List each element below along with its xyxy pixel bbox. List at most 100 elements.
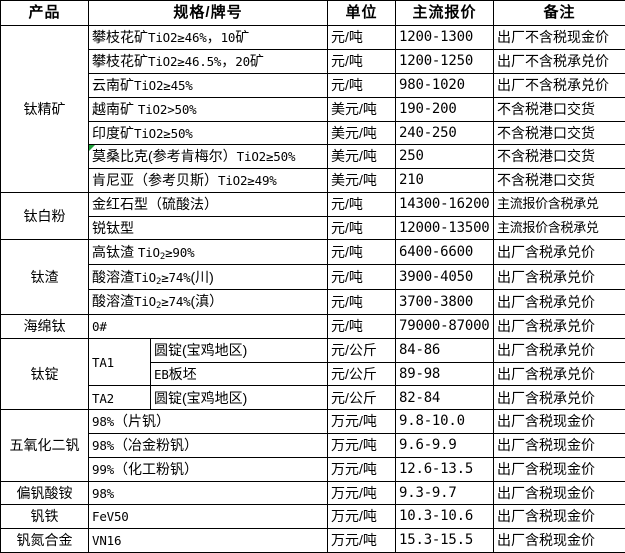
unit-cell: 元/吨	[327, 72, 397, 98]
table-row: 锐钛型 元/吨 12000-13500 主流报价含税承兑	[1, 215, 625, 241]
remark-cell: 出厂含税承兑价	[493, 264, 625, 291]
remark-cell: 主流报价含税承兑	[493, 215, 625, 241]
remark-cell: 出厂含税承兑价	[493, 385, 625, 411]
unit-cell: 元/吨	[327, 25, 397, 51]
table-row: 海绵钛 0# 元/吨 79000-87000 出厂含税承兑价	[0, 314, 625, 339]
unit-cell: 美元/吨	[327, 168, 397, 193]
remark-cell: 不含税港口交货	[493, 120, 625, 146]
header-cell-product: 产品	[0, 0, 89, 27]
price-cell: 190-200	[395, 96, 495, 122]
header-cell-unit: 单位	[327, 0, 397, 27]
spec-cell: 98%	[87, 480, 329, 506]
remark-cell: 出厂含税现金价	[493, 433, 625, 458]
unit-cell: 元/公斤	[327, 385, 397, 411]
spec-cell: 莫桑比克(参考肯梅尔）TiO2≥50%	[87, 144, 329, 170]
table-row: 印度矿TiO2≥50% 美元/吨 240-250 不含税港口交货	[1, 120, 625, 146]
price-cell: 79000-87000	[395, 314, 495, 339]
price-cell: 89-98	[395, 361, 495, 387]
table-row: 五氧化二钒 98%（片钒） 万元/吨 9.8-10.0 出厂含税现金价	[0, 409, 625, 482]
spec-cell: VN16	[87, 528, 329, 553]
remark-cell: 出厂含税现金价	[493, 504, 625, 530]
spec-cell: 云南矿TiO2≥45%	[87, 72, 329, 98]
grade-cell: TA2	[88, 385, 151, 411]
price-cell: 82-84	[395, 385, 495, 411]
header-cell-price: 主流报价	[395, 0, 495, 27]
price-cell: 12.6-13.5	[395, 456, 495, 482]
price-cell: 84-86	[395, 337, 495, 363]
header-cell-spec: 规格/牌号	[87, 0, 329, 27]
spec-cell: 酸溶渣TiO2≥74%(滇）	[87, 289, 329, 316]
spec-cell: 锐钛型	[87, 215, 329, 241]
table-row: 99%（化工粉钒） 万元/吨 12.6-13.5 出厂含税现金价	[1, 456, 625, 482]
remark-cell: 不含税港口交货	[493, 144, 625, 170]
price-cell: 250	[395, 144, 495, 170]
remark-cell: 出厂含税现金价	[493, 456, 625, 482]
price-cell: 12000-13500	[395, 215, 495, 241]
product-cell: 偏钒酸铵	[0, 480, 89, 506]
spec-cell: 金红石型（硫酸法）	[87, 191, 329, 217]
price-cell: 3900-4050	[395, 264, 495, 291]
price-cell: 1200-1250	[395, 49, 495, 74]
product-cell: 钛锭	[0, 337, 89, 411]
remark-cell: 不含税港口交货	[493, 168, 625, 193]
price-cell: 3700-3800	[395, 289, 495, 316]
unit-cell: 元/吨	[327, 264, 397, 291]
spec-cell: 印度矿TiO2≥50%	[87, 120, 329, 146]
spec-cell: 99%（化工粉钒）	[87, 456, 329, 482]
remark-cell: 出厂含税承兑价	[493, 314, 625, 339]
remark-cell: 出厂不含税承兑价	[493, 72, 625, 98]
unit-cell: 美元/吨	[327, 120, 397, 146]
remark-cell: 出厂含税现金价	[493, 528, 625, 553]
spec-cell: 高钛渣 TiO2≥90%	[87, 239, 329, 266]
unit-cell: 万元/吨	[327, 409, 397, 435]
spec-cell: 肯尼亚（参考贝斯）TiO2≥49%	[87, 168, 329, 193]
unit-cell: 美元/吨	[327, 96, 397, 122]
table-row: 莫桑比克(参考肯梅尔）TiO2≥50% 美元/吨 250 不含税港口交货	[1, 144, 625, 170]
unit-cell: 元/公斤	[327, 361, 397, 387]
table-header-row: 产品 规格/牌号 单位 主流报价 备注	[0, 0, 625, 27]
unit-cell: 元/公斤	[327, 337, 397, 363]
unit-cell: 万元/吨	[327, 456, 397, 482]
spec-cell: 圆锭(宝鸡地区)	[149, 337, 329, 363]
spec-cell: 圆锭(宝鸡地区)	[149, 385, 329, 411]
table-row: 钒铁 FeV50 万元/吨 10.3-10.6 出厂含税现金价	[0, 504, 625, 530]
header-cell-remark: 备注	[493, 0, 625, 27]
unit-cell: 万元/吨	[327, 504, 397, 530]
spec-cell: 攀枝花矿TiO2≥46%，10矿	[87, 25, 329, 51]
remark-cell: 出厂不含税现金价	[493, 25, 625, 51]
spec-cell: 0#	[87, 314, 329, 339]
unit-cell: 万元/吨	[327, 433, 397, 458]
spec-cell: 98%（冶金粉钒）	[87, 433, 329, 458]
unit-cell: 元/吨	[327, 314, 397, 339]
spec-cell: EB板坯	[149, 361, 329, 387]
table-row: EB板坯 元/公斤 89-98 出厂含税承兑价	[1, 361, 625, 387]
price-cell: 980-1020	[395, 72, 495, 98]
table-row: 钛白粉 金红石型（硫酸法） 元/吨 14300-16200 主流报价含税承兑	[0, 191, 625, 241]
unit-cell: 元/吨	[327, 215, 397, 241]
table-row: 酸溶渣TiO2≥74%(川) 元/吨 3900-4050 出厂含税承兑价	[1, 264, 625, 291]
table-row: 98%（冶金粉钒） 万元/吨 9.6-9.9 出厂含税现金价	[1, 433, 625, 458]
product-cell: 钛精矿	[0, 25, 89, 193]
table-row: 钛精矿 攀枝花矿TiO2≥46%，10矿 元/吨 1200-1300 出厂不含税现金价	[0, 25, 625, 193]
table-row: 攀枝花矿TiO2≥46.5%，20矿 元/吨 1200-1250 出厂不含税承兑价	[1, 49, 625, 74]
grade-cell: TA1	[88, 337, 151, 387]
product-cell: 钒氮合金	[0, 528, 89, 553]
unit-cell: 万元/吨	[327, 528, 397, 553]
remark-cell: 出厂含税承兑价	[493, 239, 625, 266]
price-cell: 1200-1300	[395, 25, 495, 51]
spec-cell: 酸溶渣TiO2≥74%(川)	[87, 264, 329, 291]
unit-cell: 元/吨	[327, 49, 397, 74]
spec-cell: 越南矿 TiO2>50%	[87, 96, 329, 122]
table-row: 酸溶渣TiO2≥74%(滇） 元/吨 3700-3800 出厂含税承兑价	[1, 289, 625, 316]
remark-cell: 出厂含税现金价	[493, 480, 625, 506]
product-cell: 海绵钛	[0, 314, 89, 339]
comment-indicator-icon	[89, 145, 95, 152]
spec-cell: 98%（片钒）	[87, 409, 329, 435]
price-cell: 6400-6600	[395, 239, 495, 266]
product-cell: 五氧化二钒	[0, 409, 89, 482]
price-cell: 14300-16200	[395, 191, 495, 217]
remark-cell: 出厂不含税承兑价	[493, 49, 625, 74]
unit-cell: 元/吨	[327, 239, 397, 266]
